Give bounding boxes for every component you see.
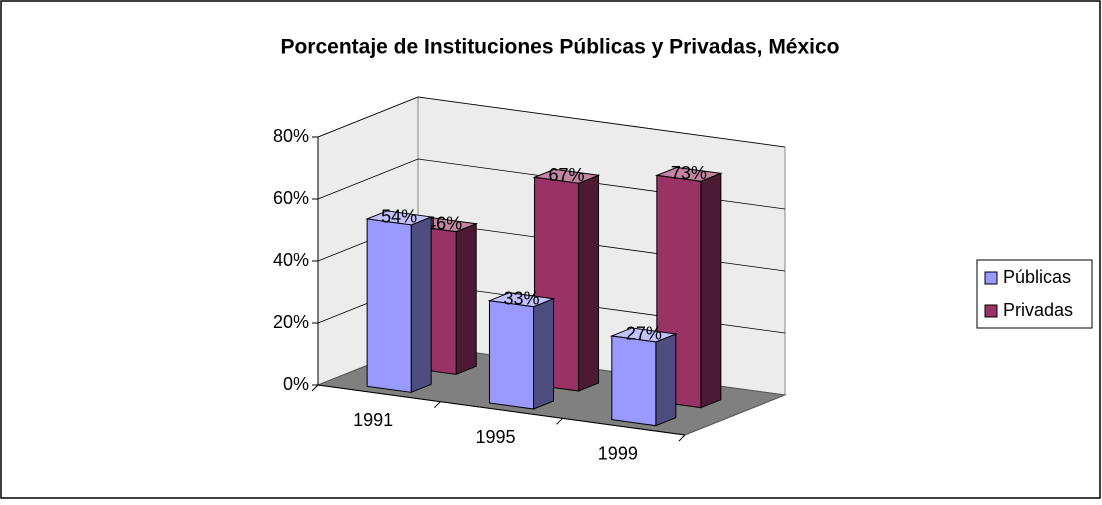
x-tick — [678, 434, 686, 442]
bar-front — [611, 335, 657, 427]
x-axis — [317, 384, 686, 436]
data-label: 27% — [626, 324, 662, 344]
legend-swatch — [984, 304, 998, 318]
bar-front — [366, 218, 412, 393]
data-label: 33% — [503, 288, 539, 308]
chart-title: Porcentaje de Instituciones Públicas y P… — [280, 36, 839, 59]
y-tick-label: 80% — [273, 126, 309, 146]
y-tick-label: 20% — [273, 312, 309, 332]
x-tick-label: 1999 — [598, 443, 638, 463]
legend-label: Privadas — [1003, 300, 1073, 320]
y-tick-label: 0% — [283, 374, 309, 394]
x-tick — [556, 417, 564, 425]
data-label: 46% — [426, 213, 462, 233]
x-tick — [433, 401, 441, 409]
bar-front — [488, 300, 535, 410]
data-label: 54% — [381, 207, 417, 227]
x-tick — [311, 384, 319, 392]
bar-side — [700, 172, 722, 409]
legend-label: Públicas — [1003, 267, 1071, 287]
y-tick-label: 60% — [273, 188, 309, 208]
y-tick-label: 40% — [273, 250, 309, 270]
bar-side — [410, 216, 432, 394]
bar — [487, 292, 556, 410]
bar — [365, 210, 434, 394]
bar-side — [455, 222, 477, 376]
bar — [609, 327, 678, 427]
x-tick-label: 1991 — [353, 410, 393, 430]
data-label: 73% — [671, 163, 707, 183]
x-tick-label: 1995 — [475, 427, 515, 447]
bar-side — [655, 333, 677, 427]
bar-side — [578, 174, 600, 392]
grid-line — [317, 96, 786, 148]
data-label: 67% — [548, 165, 584, 185]
bar-side — [533, 297, 555, 410]
legend-swatch — [984, 271, 998, 285]
